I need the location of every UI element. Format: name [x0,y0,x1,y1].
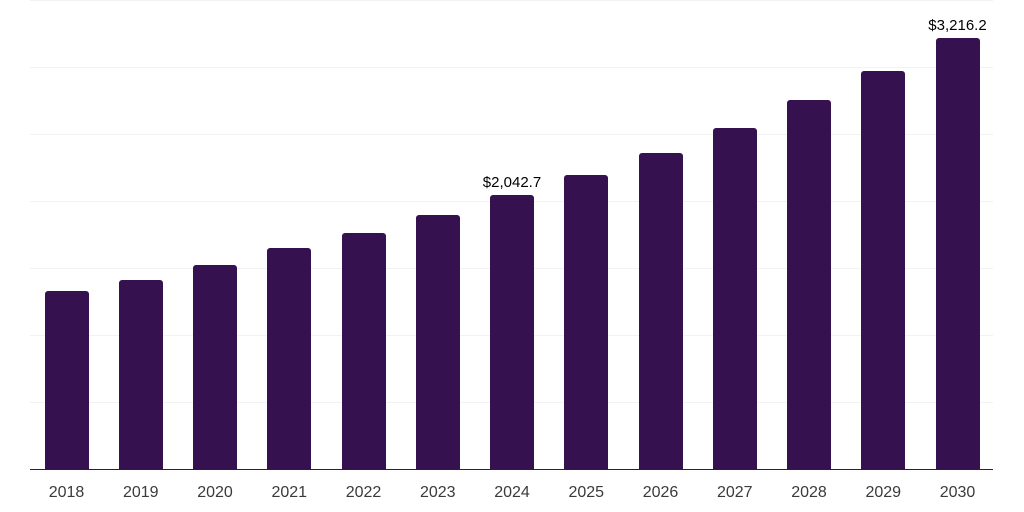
bar-2027[interactable] [712,127,757,469]
x-tick-2021: 2021 [271,484,308,501]
bar-2021[interactable] [267,247,312,469]
plot-area: $2,042.7 $3,216.2 [30,0,993,470]
bar-2029[interactable] [861,71,906,469]
bar-2026[interactable] [638,152,683,469]
x-tick-2024: 2024 [494,484,530,501]
bar-2022[interactable] [341,233,386,469]
bar-2028[interactable] [787,99,831,469]
gridline-3500 [30,0,993,1]
bar-2024[interactable] [490,195,534,469]
x-axis-line [30,468,993,470]
x-tick-2026: 2026 [642,484,679,501]
bar-2020[interactable] [193,264,237,469]
value-label-2024: $2,042.7 [482,174,542,192]
bar-2023[interactable] [415,215,460,469]
x-tick-2027: 2027 [716,484,753,501]
gridline-3000 [30,67,993,68]
gridline-2500 [30,134,993,135]
bar-2025[interactable] [564,174,609,469]
x-tick-2028: 2028 [791,484,827,501]
x-tick-2023: 2023 [419,484,456,501]
value-label-2030: $3,216.2 [928,17,987,35]
x-tick-2030: 2030 [939,484,976,501]
x-tick-2022: 2022 [345,484,382,501]
x-tick-2019: 2019 [122,484,159,501]
x-tick-2029: 2029 [865,484,902,501]
x-tick-2020: 2020 [197,484,233,501]
bar-2030[interactable] [935,38,980,469]
bar-2018[interactable] [44,290,89,469]
x-tick-2018: 2018 [48,484,85,501]
x-tick-2025: 2025 [568,484,605,501]
bar-2019[interactable] [118,280,163,469]
